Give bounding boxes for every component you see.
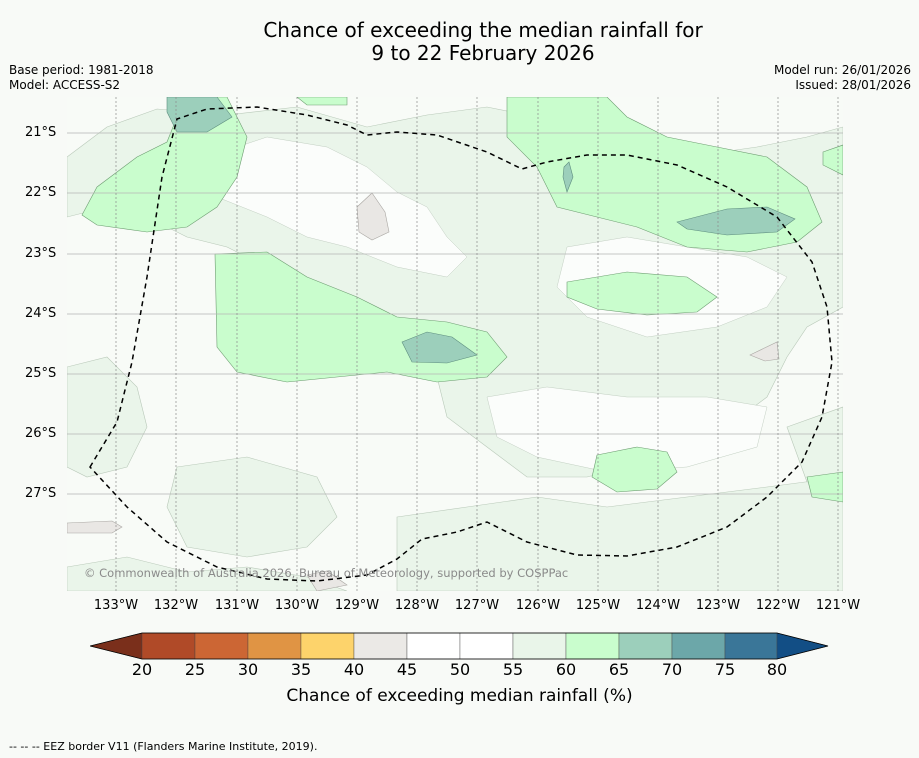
title-line-1: Chance of exceeding the median rainfall … — [263, 18, 703, 42]
colorbar-outline — [90, 632, 829, 660]
lat-label: 21°S — [25, 125, 57, 140]
colorbar-tick: 25 — [184, 660, 206, 679]
eez-legend-note: -- -- -- EEZ border V11 (Flanders Marine… — [9, 740, 318, 753]
lat-label: 26°S — [25, 426, 57, 441]
lon-label: 127°W — [454, 598, 500, 613]
lon-label: 129°W — [334, 598, 380, 613]
lat-label: 25°S — [25, 366, 57, 381]
colorbar-tick: 70 — [661, 660, 683, 679]
colorbar-tick: 60 — [555, 660, 577, 679]
colorbar-seg-high — [776, 632, 829, 660]
map-title: Chance of exceeding the median rainfall … — [0, 19, 919, 65]
colorbar-seg — [671, 632, 726, 660]
lon-label: 123°W — [695, 598, 741, 613]
eez-border — [89, 106, 833, 582]
lat-label: 24°S — [25, 306, 57, 321]
copyright-text: © Commonwealth of Australia 2026, Bureau… — [84, 566, 569, 580]
colorbar-tick: 80 — [766, 660, 788, 679]
colorbar-seg — [300, 632, 355, 660]
colorbar-seg — [459, 632, 514, 660]
meta-left: Base period: 1981-2018 Model: ACCESS-S2 — [9, 63, 154, 93]
colorbar-seg — [565, 632, 620, 660]
colorbar-tick: 75 — [714, 660, 736, 679]
lat-label: 22°S — [25, 185, 57, 200]
model-run: Model run: 26/01/2026 — [773, 63, 911, 77]
colorbar — [90, 632, 829, 660]
colorbar-tick: 30 — [237, 660, 259, 679]
lon-label: 131°W — [214, 598, 260, 613]
colorbar-seg — [724, 632, 778, 660]
meta-right: Model run: 26/01/2026 Issued: 28/01/2026 — [774, 63, 911, 93]
graticule — [67, 97, 843, 591]
lon-label: 126°W — [515, 598, 561, 613]
lat-label: 27°S — [25, 486, 57, 501]
colorbar-seg-low — [90, 632, 143, 660]
lon-label: 125°W — [575, 598, 621, 613]
lon-label: 128°W — [394, 598, 440, 613]
lon-label: 122°W — [755, 598, 801, 613]
colorbar-seg — [618, 632, 673, 660]
lat-label: 23°S — [25, 246, 57, 261]
colorbar-tick: 20 — [131, 660, 153, 679]
band-40-45 — [67, 192, 780, 591]
rainfall-map — [67, 97, 843, 591]
band-65-70 — [166, 97, 796, 364]
colorbar-tick: 50 — [449, 660, 471, 679]
colorbar-seg — [512, 632, 567, 660]
base-period: Base period: 1981-2018 — [9, 63, 154, 77]
colorbar-tick: 65 — [608, 660, 630, 679]
lon-label: 132°W — [153, 598, 199, 613]
lon-label: 121°W — [815, 598, 861, 613]
colorbar-tick: 45 — [396, 660, 418, 679]
colorbar-seg — [247, 632, 302, 660]
colorbar-seg — [406, 632, 461, 660]
colorbar-tick: 40 — [343, 660, 365, 679]
issued-date: Issued: 28/01/2026 — [795, 78, 911, 92]
colorbar-tick: 55 — [502, 660, 524, 679]
colorbar-label: Chance of exceeding median rainfall (%) — [286, 686, 633, 706]
colorbar-seg — [194, 632, 249, 660]
lon-label: 133°W — [93, 598, 139, 613]
colorbar-seg — [353, 632, 408, 660]
lon-label: 124°W — [635, 598, 681, 613]
colorbar-tick: 35 — [290, 660, 312, 679]
lon-label: 130°W — [274, 598, 320, 613]
colorbar-seg — [141, 632, 196, 660]
map-panel — [67, 97, 843, 591]
model-name: Model: ACCESS-S2 — [9, 78, 121, 92]
title-line-2: 9 to 22 February 2026 — [371, 41, 595, 65]
